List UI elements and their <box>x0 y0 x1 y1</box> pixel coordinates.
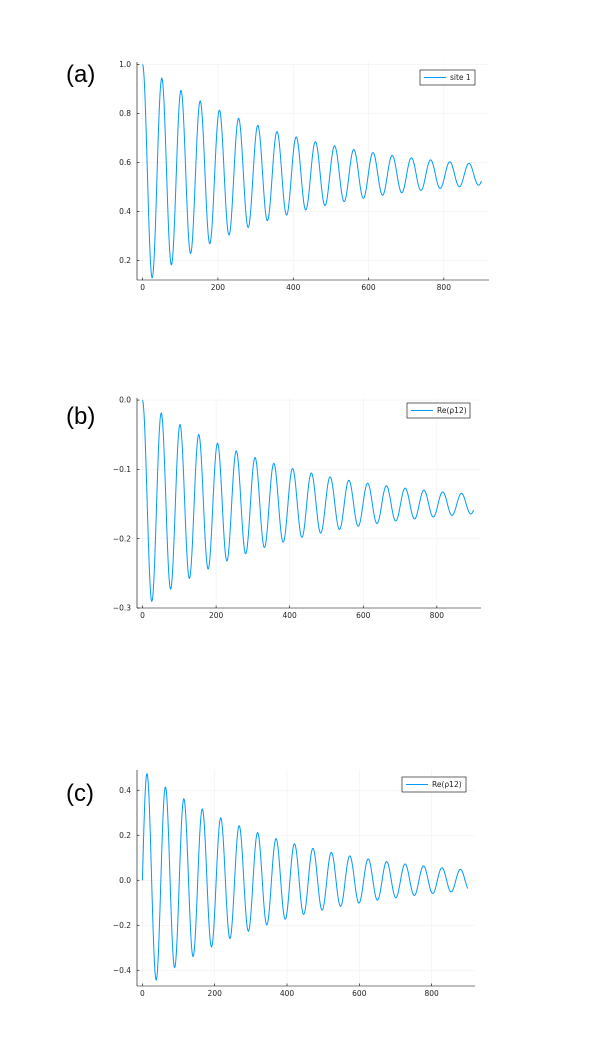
panel-label-b: (b) <box>66 403 96 430</box>
series-line <box>142 399 475 603</box>
y-tick-label: 0.0 <box>119 396 131 405</box>
x-tick-label: 400 <box>283 611 298 620</box>
x-tick-label: 200 <box>209 611 224 620</box>
x-tick-label: 200 <box>211 283 226 292</box>
y-tick-label: −0.1 <box>113 465 131 474</box>
panel-label-c: (c) <box>66 780 94 807</box>
y-tick-label: −0.4 <box>113 966 131 975</box>
panel-label-a: (a) <box>66 61 96 88</box>
y-tick-label: −0.2 <box>113 921 131 930</box>
legend-label: Re(ρ12) <box>437 406 467 415</box>
x-tick-label: 0 <box>140 283 145 292</box>
legend-label: Re(ρ12) <box>432 780 462 789</box>
y-tick-label: 0.4 <box>119 786 131 795</box>
x-tick-label: 400 <box>280 989 295 998</box>
y-tick-label: 1.0 <box>119 60 131 69</box>
y-tick-label: −0.2 <box>113 534 131 543</box>
x-tick-label: 400 <box>286 283 301 292</box>
x-tick-label: 600 <box>361 283 376 292</box>
y-tick-label: 0.0 <box>119 876 131 885</box>
y-tick-label: 0.2 <box>119 831 131 840</box>
y-tick-label: −0.3 <box>113 604 131 613</box>
chart-panel-1: 0 200 400 600 800 0.2 0.4 0.6 0.8 1.0 site 1 <box>119 60 489 292</box>
legend-box <box>406 402 471 419</box>
legend-box <box>419 69 476 86</box>
chart-panel-2: 0 200 400 600 800 −0.3 −0.2 −0.1 0.0 Re(ρ12) <box>113 396 481 620</box>
chart-panel-3: 0 200 400 600 800 −0.4 −0.2 0.0 0.2 0.4 Re(ρ12) <box>113 770 475 998</box>
legend-label: site 1 <box>450 73 471 82</box>
x-tick-label: 800 <box>424 989 439 998</box>
x-tick-label: 200 <box>208 989 223 998</box>
y-tick-label: 0.4 <box>119 207 131 216</box>
x-tick-label: 600 <box>352 989 367 998</box>
legend-box <box>401 776 467 793</box>
y-tick-label: 0.2 <box>119 256 131 265</box>
x-tick-label: 0 <box>140 611 145 620</box>
x-tick-label: 800 <box>437 283 452 292</box>
x-tick-label: 0 <box>140 989 145 998</box>
x-tick-label: 800 <box>430 611 445 620</box>
y-tick-label: 0.6 <box>119 158 131 167</box>
series-line <box>142 64 482 279</box>
y-tick-label: 0.8 <box>119 109 131 118</box>
series-line <box>141 773 469 982</box>
x-tick-label: 600 <box>356 611 371 620</box>
